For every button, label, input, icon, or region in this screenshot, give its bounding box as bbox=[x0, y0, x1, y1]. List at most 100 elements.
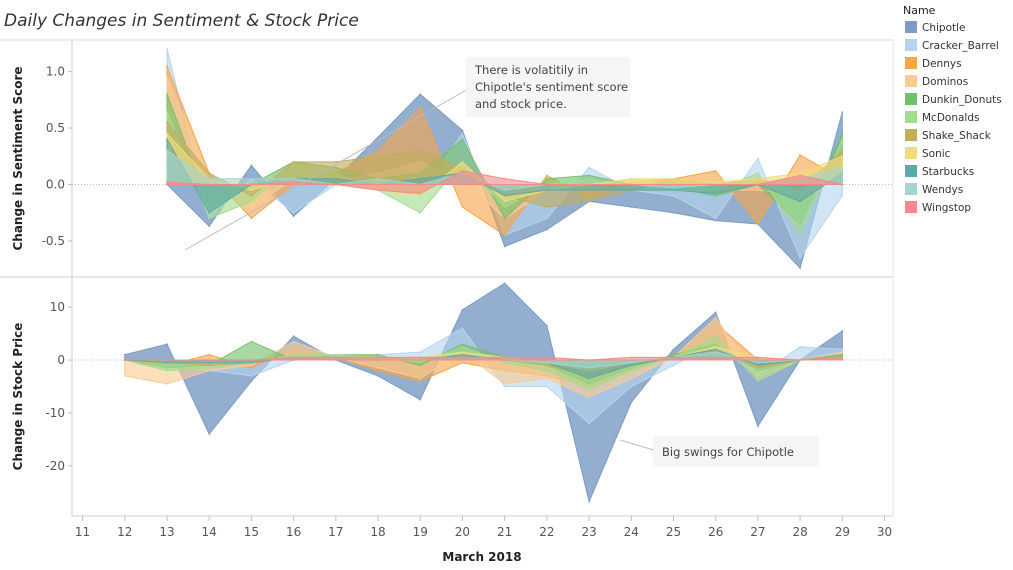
point-dunkin-donuts bbox=[419, 364, 422, 367]
legend-item-cracker-barrel[interactable]: Cracker_Barrel bbox=[905, 39, 999, 52]
point-dunkin-donuts bbox=[461, 343, 464, 346]
point-wingstop bbox=[714, 183, 717, 186]
legend-label: Shake_Shack bbox=[922, 130, 992, 142]
point-sonic bbox=[250, 189, 253, 192]
legend-swatch bbox=[905, 165, 917, 177]
point-wingstop bbox=[546, 356, 548, 359]
point-cracker-barrel bbox=[166, 48, 168, 50]
point-mcdonalds bbox=[208, 367, 211, 369]
point-mcdonalds bbox=[292, 353, 295, 356]
x-tick-label: 24 bbox=[624, 525, 639, 539]
point-shake-shack bbox=[419, 149, 422, 152]
point-dominos bbox=[841, 351, 844, 353]
point-shake-shack bbox=[250, 194, 253, 197]
x-tick-label: 16 bbox=[286, 525, 301, 539]
x-tick-label: 29 bbox=[835, 525, 850, 539]
point-wendys bbox=[166, 149, 168, 152]
point-wendys bbox=[757, 361, 759, 364]
y-tick-label: 0 bbox=[57, 353, 65, 367]
point-starbucks bbox=[757, 364, 759, 367]
point-wendys bbox=[672, 186, 675, 189]
point-dennys bbox=[250, 367, 253, 369]
point-dominos bbox=[377, 367, 379, 369]
point-dennys bbox=[461, 206, 464, 208]
point-starbucks bbox=[461, 353, 464, 356]
y-tick-label: -10 bbox=[45, 406, 65, 420]
point-dennys bbox=[503, 234, 506, 237]
legend-item-sonic[interactable]: Sonic bbox=[905, 147, 951, 160]
point-dunkin-donuts bbox=[841, 132, 844, 135]
point-dominos bbox=[292, 340, 295, 343]
point-dennys bbox=[461, 361, 464, 364]
point-wingstop bbox=[588, 359, 590, 361]
x-tick-label: 30 bbox=[877, 525, 892, 539]
point-mcdonalds bbox=[546, 369, 548, 372]
point-wingstop bbox=[419, 192, 422, 195]
point-dunkin-donuts bbox=[166, 93, 168, 96]
x-tick-label: 17 bbox=[328, 525, 343, 539]
point-cracker-barrel bbox=[461, 327, 464, 330]
legend-item-wendys[interactable]: Wendys bbox=[905, 183, 963, 196]
legend-item-mcdonalds[interactable]: McDonalds bbox=[905, 111, 979, 124]
point-cracker-barrel bbox=[546, 385, 548, 388]
point-dennys bbox=[377, 149, 379, 152]
legend-swatch bbox=[905, 201, 917, 213]
point-dominos bbox=[166, 76, 168, 79]
point-dennys bbox=[757, 223, 759, 225]
point-wingstop bbox=[461, 356, 464, 359]
point-starbucks bbox=[166, 138, 168, 141]
legend-item-dennys[interactable]: Dennys bbox=[905, 57, 962, 70]
point-wingstop bbox=[588, 183, 590, 186]
point-chipotle bbox=[546, 324, 548, 327]
point-sonic bbox=[461, 351, 464, 353]
point-mcdonalds bbox=[166, 110, 168, 112]
legend-item-wingstop[interactable]: Wingstop bbox=[905, 201, 971, 214]
point-dennys bbox=[166, 65, 168, 67]
point-starbucks bbox=[334, 177, 337, 180]
point-cracker-barrel bbox=[250, 375, 253, 377]
point-dennys bbox=[208, 353, 211, 356]
point-dominos bbox=[166, 382, 168, 385]
legend-item-chipotle[interactable]: Chipotle bbox=[905, 21, 966, 34]
y-tick-label: 10 bbox=[50, 300, 65, 314]
area-chipotle bbox=[124, 282, 843, 504]
point-cracker-barrel bbox=[503, 385, 506, 388]
point-sonic bbox=[799, 172, 801, 175]
point-sonic bbox=[714, 345, 717, 348]
legend-item-dominos[interactable]: Dominos bbox=[905, 75, 968, 88]
point-mcdonalds bbox=[630, 369, 633, 372]
point-dominos bbox=[123, 375, 126, 377]
point-mcdonalds bbox=[503, 361, 506, 364]
point-sonic bbox=[166, 132, 168, 135]
legend-label: Wingstop bbox=[922, 202, 971, 214]
point-mcdonalds bbox=[757, 380, 759, 383]
y-tick-label: -20 bbox=[45, 459, 65, 473]
x-tick-label: 20 bbox=[455, 525, 470, 539]
point-chipotle bbox=[630, 206, 633, 208]
point-chipotle bbox=[672, 211, 675, 214]
legend[interactable]: Name Chipotle Cracker_Barrel Dennys Dominos D… bbox=[903, 4, 1002, 214]
x-tick-label: 14 bbox=[202, 525, 217, 539]
point-wendys bbox=[250, 177, 253, 180]
point-mcdonalds bbox=[714, 335, 717, 338]
point-chipotle bbox=[503, 282, 506, 285]
legend-item-starbucks[interactable]: Starbucks bbox=[905, 165, 974, 178]
x-tick-label: 23 bbox=[581, 525, 596, 539]
legend-item-dunkin-donuts[interactable]: Dunkin_Donuts bbox=[905, 93, 1002, 106]
point-dunkin-donuts bbox=[714, 194, 717, 197]
legend-item-shake-shack[interactable]: Shake_Shack bbox=[905, 129, 992, 142]
legend-label: Cracker_Barrel bbox=[922, 40, 999, 52]
point-chipotle bbox=[292, 215, 295, 218]
point-starbucks bbox=[208, 211, 211, 214]
point-mcdonalds bbox=[419, 211, 422, 214]
point-dominos bbox=[546, 377, 548, 380]
point-wingstop bbox=[166, 181, 168, 184]
point-dunkin-donuts bbox=[841, 353, 844, 356]
x-tick-label: 11 bbox=[75, 525, 90, 539]
point-dominos bbox=[250, 206, 253, 208]
point-wingstop bbox=[630, 356, 633, 359]
x-tick-label: 12 bbox=[117, 525, 132, 539]
legend-label: Chipotle bbox=[922, 22, 966, 34]
point-wingstop bbox=[503, 356, 506, 359]
point-chipotle bbox=[419, 398, 422, 401]
